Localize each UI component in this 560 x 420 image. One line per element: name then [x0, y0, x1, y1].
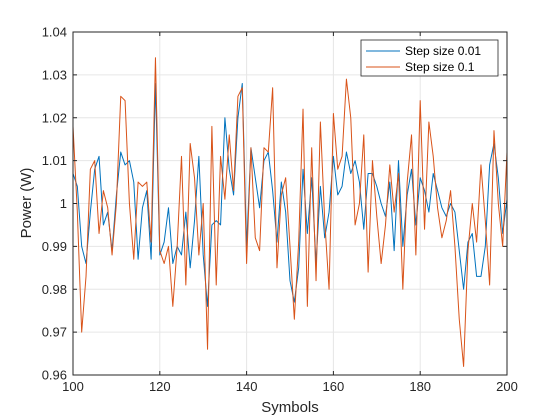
- y-axis-label: Power (W): [18, 168, 35, 239]
- series-line-2: [72, 57, 508, 367]
- y-tick-label: 0.97: [42, 325, 67, 340]
- y-tick-label: 1.04: [42, 25, 67, 40]
- series-lines: [72, 57, 508, 367]
- y-tick-label: 0.98: [42, 282, 67, 297]
- y-tick-label: 1.02: [42, 110, 67, 125]
- legend-box: [360, 39, 499, 77]
- x-tick-label: 100: [62, 379, 84, 394]
- y-tick-label: 0.96: [42, 368, 67, 383]
- x-tick-label: 200: [496, 379, 518, 394]
- legend: Step size 0.01 Step size 0.1: [360, 39, 499, 77]
- x-tick-label: 180: [409, 379, 431, 394]
- legend-label-series-1: Step size 0.01: [405, 44, 481, 58]
- x-tick-label: 120: [149, 379, 171, 394]
- x-axis-label: Symbols: [261, 399, 319, 416]
- x-tick-label: 140: [236, 379, 258, 394]
- x-tick-label: 160: [323, 379, 345, 394]
- axis-ticks: 100 120 140 160 180 200 0.96 0.97 0.98 0.99 1 1.01 1…: [42, 25, 518, 395]
- y-tick-label: 1: [60, 196, 67, 211]
- y-tick-label: 1.01: [42, 153, 67, 168]
- y-tick-label: 0.99: [42, 239, 67, 254]
- legend-label-series-2: Step size 0.1: [405, 60, 475, 74]
- y-tick-label: 1.03: [42, 67, 67, 82]
